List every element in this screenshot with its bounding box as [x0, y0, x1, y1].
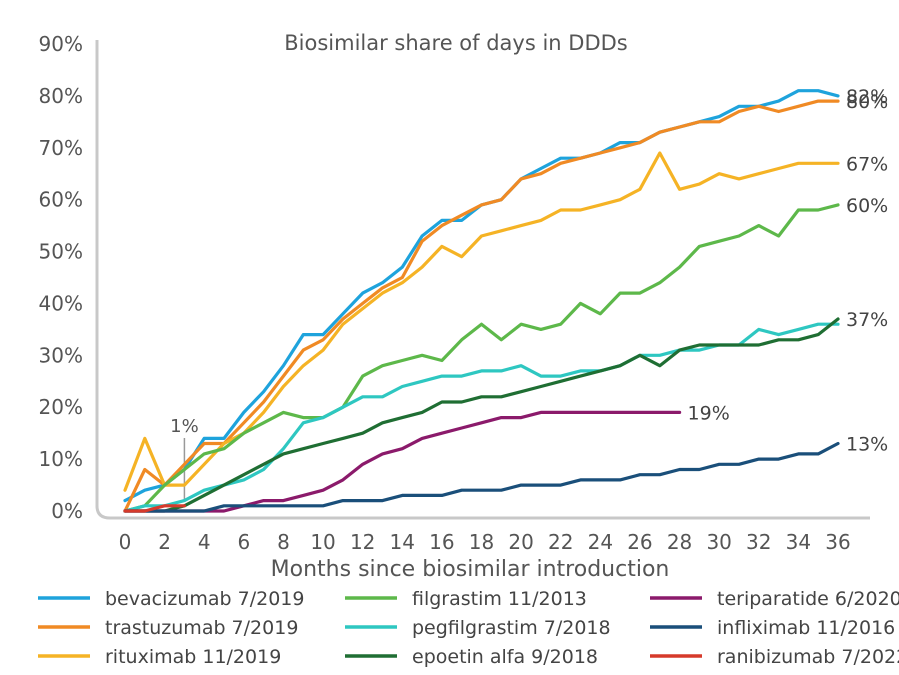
x-tick-label: 36 [825, 530, 850, 554]
x-tick-label: 12 [350, 530, 375, 554]
series-line-6 [123, 410, 682, 513]
x-tick-label: 30 [706, 530, 731, 554]
end-label-6: 19% [688, 402, 730, 424]
y-tick-label: 20% [39, 395, 83, 419]
series-line-5 [123, 317, 840, 513]
x-tick-label: 18 [469, 530, 494, 554]
legend-label-2: rituximab 11/2019 [105, 646, 281, 668]
series-line-8 [123, 504, 186, 513]
series-line-3 [123, 203, 840, 513]
legend-label-7: infliximab 11/2016 [717, 617, 895, 639]
y-tick-label: 90% [39, 32, 83, 56]
x-tick-label: 22 [548, 530, 573, 554]
x-tick-label: 16 [429, 530, 454, 554]
end-label-1: 80% [846, 91, 888, 113]
end-label-2: 67% [846, 153, 888, 175]
series-line-1 [123, 99, 840, 513]
y-tick-label: 50% [39, 240, 83, 264]
x-axis-label: Months since biosimilar introduction [271, 557, 670, 582]
end-labels: 82%80% 67% 60% 37% 19% 13% [688, 86, 889, 456]
end-label-3: 60% [846, 195, 888, 217]
x-tick-label: 10 [310, 530, 335, 554]
x-tick-label: 14 [390, 530, 415, 554]
axis-frame [95, 40, 870, 520]
annotation-label: 1% [170, 416, 199, 437]
x-tick-label: 8 [277, 530, 290, 554]
x-axis-ticks: 0 2 4 6 8 10 12 14 16 18 20 22 24 26 28 30 32 34 36 [119, 530, 851, 554]
end-label-0: 82% [846, 86, 888, 108]
y-tick-label: 0% [51, 499, 83, 523]
legend-label-0: bevacizumab 7/2019 [105, 588, 304, 610]
series-line-4 [123, 322, 840, 513]
legend-label-6: teriparatide 6/2020 [717, 588, 899, 610]
x-tick-label: 4 [198, 530, 211, 554]
x-tick-label: 2 [158, 530, 171, 554]
legend: bevacizumab 7/2019 trastuzumab 7/2019 ritu… [38, 588, 899, 668]
series-line-7 [123, 441, 840, 513]
legend-label-4: pegfilgrastim 7/2018 [412, 617, 611, 639]
chart-title: Biosimilar share of days in DDDs [284, 31, 628, 55]
x-tick-label: 24 [588, 530, 613, 554]
end-label-7: 13% [846, 434, 888, 456]
x-tick-label: 34 [786, 530, 811, 554]
legend-label-5: epoetin alfa 9/2018 [412, 646, 598, 668]
y-tick-label: 10% [39, 447, 83, 471]
legend-label-1: trastuzumab 7/2019 [105, 617, 298, 639]
end-label-5: 37% [846, 309, 888, 331]
x-tick-label: 32 [746, 530, 771, 554]
series-lines [123, 89, 840, 513]
y-axis-ticks: 0% 10% 20% 30% 40% 50% 60% 70% 80% 90% [39, 32, 83, 523]
y-tick-label: 60% [39, 188, 83, 212]
x-tick-label: 0 [119, 530, 132, 554]
y-tick-label: 40% [39, 291, 83, 315]
legend-label-3: filgrastim 11/2013 [412, 588, 587, 610]
y-tick-label: 70% [39, 136, 83, 160]
x-tick-label: 6 [237, 530, 250, 554]
y-tick-label: 80% [39, 84, 83, 108]
x-tick-label: 20 [508, 530, 533, 554]
legend-label-8: ranibizumab 7/2022 [717, 646, 899, 668]
y-tick-label: 30% [39, 343, 83, 367]
annotations: 1% [170, 416, 199, 502]
x-tick-label: 28 [667, 530, 692, 554]
x-tick-label: 26 [627, 530, 652, 554]
